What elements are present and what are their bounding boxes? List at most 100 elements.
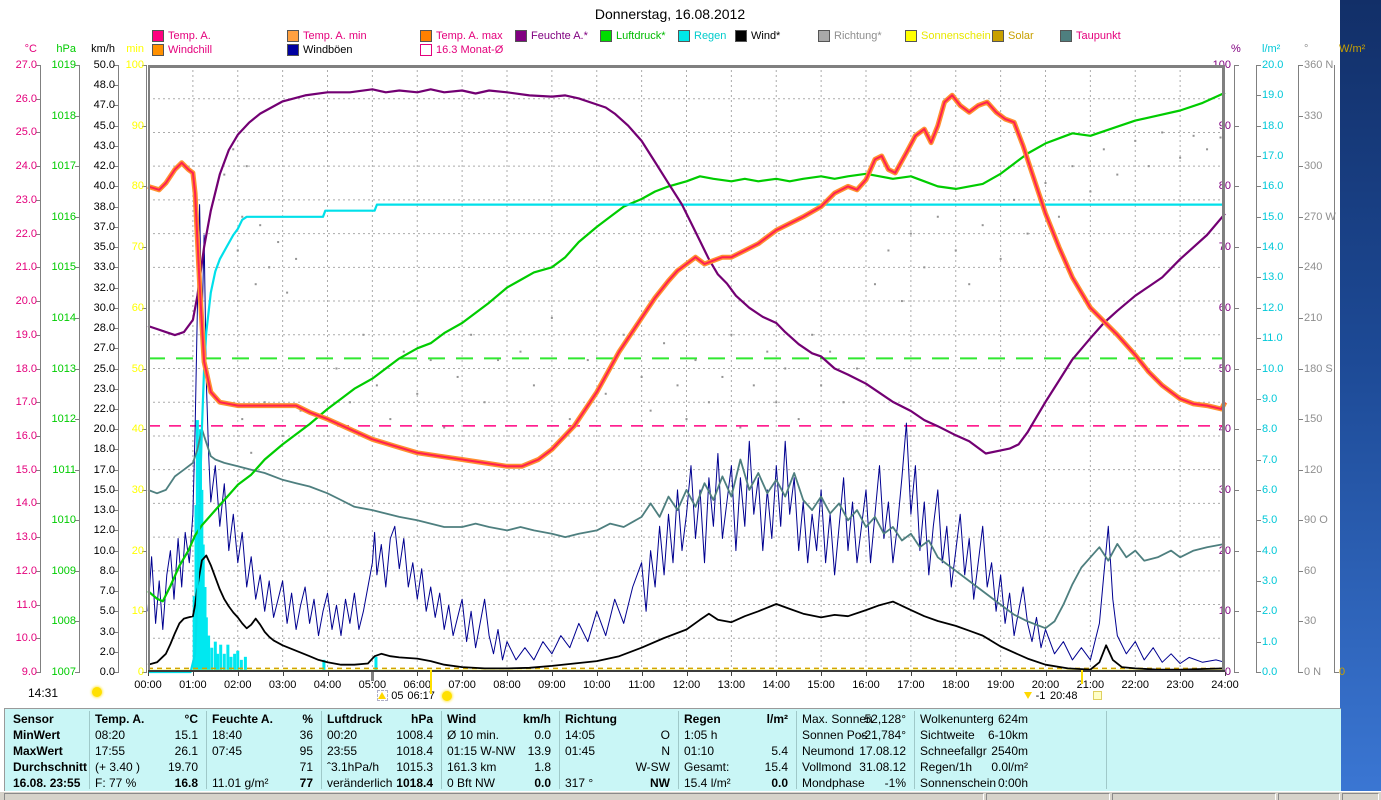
plot-area[interactable] [147,65,1228,677]
legend-item-temp-a-min[interactable]: Temp. A. min [287,30,367,43]
legend-item-label: Windböen [303,44,353,56]
legend-color-swatch [420,44,432,56]
x-axis-tick [417,672,419,676]
axis-label-hpa: 1017 [51,160,76,173]
axis-label-kmh: 17.0 [93,463,115,476]
rain-bar [374,656,378,672]
direction-dot [236,249,239,252]
table-row-label: MinWert [13,728,61,742]
axis-tick-kmh [114,530,119,532]
legend-item-temp-a-[interactable]: Temp. A. [152,30,211,43]
table-header-text: Regen [684,712,721,726]
axis-label-kmh: 8.0 [99,564,115,577]
x-axis-label: 18:00 [941,679,970,691]
legend-item-label: Feuchte A.* [531,30,588,42]
rain-bar [226,644,230,672]
direction-dot [232,148,235,151]
axis-tick-pct [1234,125,1239,127]
x-axis-label: 03:00 [268,679,297,691]
axis-header-pct: % [1231,43,1241,55]
direction-dot [1089,190,1092,193]
legend-item-luftdruck-[interactable]: Luftdruck* [600,30,666,43]
table-cell: 23:55 1018.4 [321,744,441,760]
table-column-separator [559,711,560,789]
table-cell-text: N [661,744,670,758]
axis-tick-kmh [114,287,119,289]
direction-dot [1192,134,1195,137]
direction-dot [586,359,589,362]
axis-label-kmh: 25.0 [93,362,115,375]
table-cell: 161.3 km 1.8 [441,760,559,776]
axis-label-lm2: 0.0 [1262,666,1278,678]
axis-tick-min [142,247,147,249]
legend-item-windchill[interactable]: Windchill [152,44,212,57]
table-cell-text: 01:15 W-NW [447,744,516,758]
sunrise-time: 06:17 [407,690,435,702]
axis-tick-kmh [114,489,119,491]
x-axis-tick [1225,672,1226,676]
x-axis-tick [507,672,508,676]
axis-label-lm2: 15.0 [1262,210,1284,223]
legend-item-windb-en[interactable]: Windböen [287,44,353,57]
table-cell: 0 Bft NW 0.0 [441,776,559,792]
table-header-text: Richtung [565,712,617,726]
table-cell-text: 0.0 [534,728,551,742]
direction-dot [730,333,733,336]
legend-color-swatch [515,30,527,42]
direction-dot [887,249,890,252]
legend-item-feuchte-a-[interactable]: Feuchte A.* [515,30,588,43]
table-column-separator [321,711,322,789]
axis-label-temp: 10.0 [15,632,37,645]
chart-svg [147,65,1228,674]
x-axis-tick [148,672,149,676]
x-axis-tick [955,672,957,676]
axis-tick-deg [1298,65,1303,66]
x-axis-tick [1180,672,1182,676]
legend-item-label: Taupunkt [1076,30,1121,42]
x-axis-label: 02:00 [223,679,252,691]
x-axis-label: 16:00 [852,679,880,691]
axis-label-deg: 150 [1304,413,1323,426]
legend-item-16-3-monat-[interactable]: 16.3 Monat-Ø [420,44,503,57]
direction-dot [1057,215,1060,218]
x-axis-label: 08:00 [493,679,521,691]
axis-tick-kmh [114,166,119,168]
legend-item-regen[interactable]: Regen [678,30,726,43]
table-cell: 11.01 g/m² 77 [206,776,321,792]
axis-label-lm2: 8.0 [1262,423,1278,436]
table-cell-text: 0.0l/m² [991,760,1028,774]
table-cell: F: 77 % 16.8 [89,776,206,792]
axis-label-kmh: 47.0 [93,99,115,112]
table-cell-text: 161.3 km [447,760,497,774]
legend-item-sonnenschein[interactable]: Sonnenschein [905,30,991,43]
table-header-text: °C [184,712,198,726]
axis-label-min: 0 [137,666,144,678]
table-cell: (+ 3.40 ) 19.70 [89,760,206,776]
legend-item-wind-[interactable]: Wind* [735,30,780,43]
direction-dot [532,384,535,387]
x-axis-tick [596,672,598,676]
legend-item-solar[interactable]: Solar [992,30,1034,43]
axis-label-temp: 18.0 [15,362,37,375]
direction-dot [811,333,814,336]
legend-item-richtung-[interactable]: Richtung* [818,30,882,43]
sunset-line [1081,670,1084,684]
axis-tick-wm2 [1334,672,1339,673]
direction-dot [873,283,876,286]
table-cell: Wolkenunterg 624m [914,712,1036,728]
x-axis-tick [866,672,867,676]
series-feuchte-a- [147,88,1226,455]
legend-item-taupunkt[interactable]: Taupunkt [1060,30,1121,43]
legend-item-temp-a-max[interactable]: Temp. A. max [420,30,503,43]
axis-label-kmh: 35.0 [93,241,115,254]
axis-tick-min [142,186,147,188]
rain-bar [322,659,326,672]
direction-dot [254,283,257,286]
rain-bar [192,596,196,672]
axis-label-temp: 15.0 [15,463,37,476]
axis-label-hpa: 1016 [51,210,76,223]
table-cell-text: Sonnen Pos [802,728,868,742]
table-cell-text: Regen/1h [920,760,973,774]
status-bar-segment [986,793,1110,800]
axis-tick-hpa [75,166,80,168]
